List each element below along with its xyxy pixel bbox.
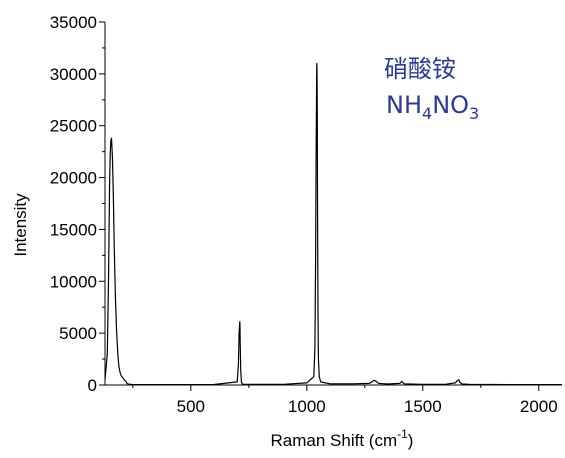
y-axis-label: Intensity: [11, 193, 30, 257]
y-tick-label: 25000: [50, 117, 97, 136]
x-tick-label: 1500: [404, 397, 442, 416]
formula-text: NH: [386, 91, 422, 119]
y-tick-label: 35000: [50, 13, 97, 32]
y-tick-label: 10000: [50, 272, 97, 291]
formula-text: NO: [432, 91, 469, 119]
plot-area: [104, 22, 562, 386]
annotation-formula: NH4NO3: [386, 91, 479, 123]
annotation-chinese-name: 硝酸铵: [384, 55, 456, 83]
y-tick-label: 5000: [59, 324, 97, 343]
y-tick-label: 30000: [50, 65, 97, 84]
y-axis-ticks: 0 5000 10000 15000 20000 25000 30000 35000: [50, 13, 105, 395]
y-tick-label: 0: [88, 376, 97, 395]
x-axis-ticks: 500 1000 1500 2000: [132, 385, 558, 416]
x-tick-label: 1000: [288, 397, 326, 416]
spectrum-line: [104, 62, 562, 386]
x-axis-label-main: Raman Shift (cm: [271, 431, 398, 450]
x-axis-label-sup: -1: [397, 427, 408, 441]
x-axis-label-suffix: ): [408, 431, 414, 450]
formula-subscript: 4: [422, 104, 432, 123]
formula-subscript: 3: [469, 104, 479, 123]
x-tick-label: 500: [177, 397, 205, 416]
y-tick-label: 20000: [50, 169, 97, 188]
x-tick-label: 2000: [520, 397, 558, 416]
x-axis-label: Raman Shift (cm-1): [271, 427, 414, 450]
y-tick-label: 15000: [50, 220, 97, 239]
